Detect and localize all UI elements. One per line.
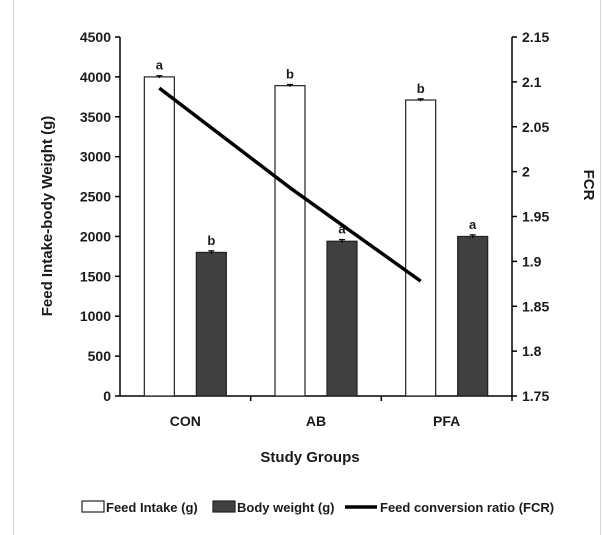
significance-label: b bbox=[286, 66, 294, 81]
legend-label-body-weight: Body weight (g) bbox=[237, 500, 335, 515]
figure-frame bbox=[13, 0, 601, 535]
y-tick-label: 3000 bbox=[80, 149, 111, 165]
x-axis-title: Study Groups bbox=[260, 449, 359, 466]
y-tick-label: 500 bbox=[88, 348, 112, 364]
y2-tick-label: 1.8 bbox=[522, 343, 542, 359]
y2-tick-label: 2.15 bbox=[522, 29, 549, 45]
legend-swatch-feed-intake bbox=[81, 500, 105, 513]
y2-tick-label: 2.1 bbox=[522, 74, 542, 90]
y2-tick-label: 1.95 bbox=[522, 209, 549, 225]
significance-label: a bbox=[338, 222, 346, 237]
y-tick-label: 2500 bbox=[80, 189, 111, 205]
bar bbox=[143, 76, 175, 397]
y-tick-label: 0 bbox=[103, 388, 111, 404]
x-tick-label: PFA bbox=[433, 413, 460, 429]
x-tick-label: CON bbox=[170, 413, 201, 429]
y2-tick-label: 1.75 bbox=[522, 388, 549, 404]
significance-label: b bbox=[417, 81, 425, 96]
legend-label-feed-intake: Feed Intake (g) bbox=[106, 500, 198, 515]
significance-label: a bbox=[469, 217, 477, 232]
bar bbox=[405, 99, 437, 397]
legend: Feed Intake (g) Body weight (g) Feed conve… bbox=[81, 500, 554, 515]
bar bbox=[274, 85, 306, 397]
significance-label: b bbox=[207, 233, 215, 248]
y2-tick-label: 1.9 bbox=[522, 253, 542, 269]
y-tick-label: 4500 bbox=[80, 29, 111, 45]
y2-tick-label: 1.85 bbox=[522, 298, 549, 314]
y2-axis-title: FCR bbox=[580, 170, 597, 201]
legend-label-fcr: Feed conversion ratio (FCR) bbox=[380, 500, 554, 515]
legend-swatch-body-weight bbox=[212, 500, 236, 513]
significance-label: a bbox=[156, 58, 164, 73]
y2-tick-label: 2 bbox=[522, 164, 530, 180]
y-tick-label: 3500 bbox=[80, 109, 111, 125]
bar bbox=[326, 240, 358, 397]
y-tick-label: 1500 bbox=[80, 268, 111, 284]
bar bbox=[457, 235, 489, 397]
y-tick-label: 4000 bbox=[80, 69, 111, 85]
y-tick-label: 1000 bbox=[80, 308, 111, 324]
y-axis-title: Feed Intake-body Weight (g) bbox=[39, 116, 56, 317]
bar bbox=[195, 251, 227, 397]
x-tick-label: AB bbox=[306, 413, 326, 429]
y-tick-label: 2000 bbox=[80, 228, 111, 244]
y2-tick-label: 2.05 bbox=[522, 119, 549, 135]
